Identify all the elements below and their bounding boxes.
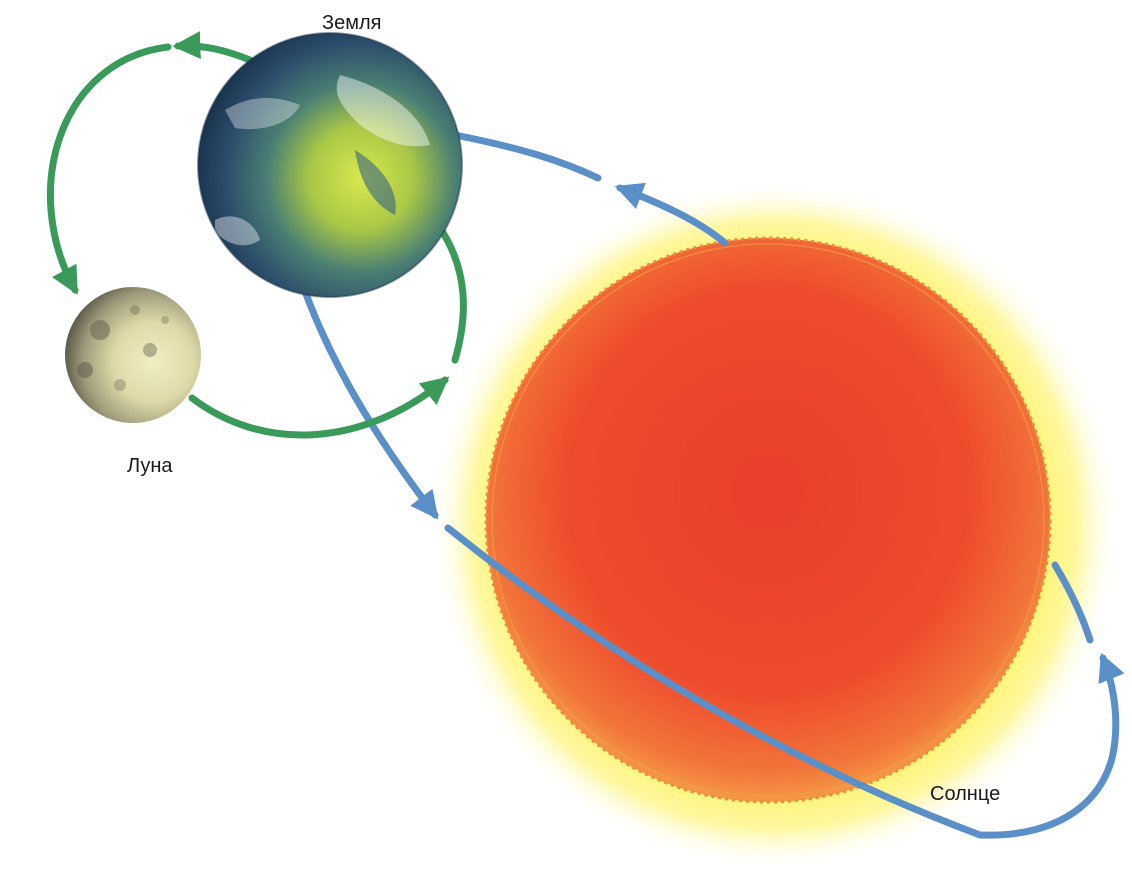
- sun-icon: [430, 180, 1120, 870]
- moon-orbit-path: [46, 31, 467, 439]
- moon-label: Луна: [127, 455, 173, 477]
- sun-label: Солнце: [930, 783, 1001, 805]
- moon-icon: [65, 287, 201, 423]
- earth-globe-icon: [197, 32, 463, 298]
- earth-label: Земля: [322, 12, 382, 34]
- earth-orbit-path: [284, 131, 1125, 839]
